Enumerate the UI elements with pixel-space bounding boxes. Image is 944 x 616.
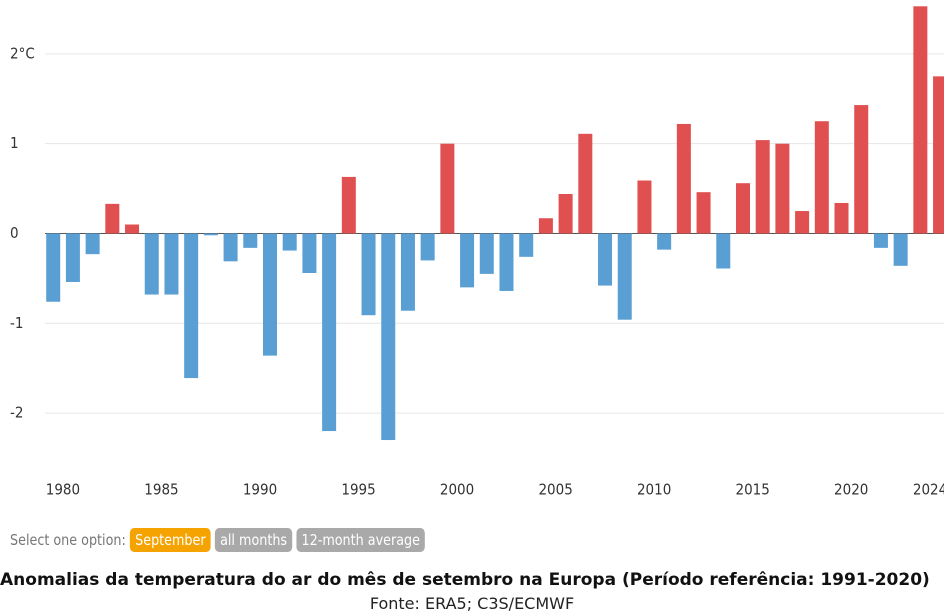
bar bbox=[223, 233, 238, 262]
bar bbox=[460, 233, 475, 288]
option-button[interactable]: September bbox=[130, 528, 211, 552]
bar bbox=[873, 233, 888, 248]
y-tick-label: 0 bbox=[10, 224, 19, 242]
bar bbox=[913, 6, 928, 234]
bar bbox=[696, 192, 711, 234]
bar bbox=[676, 123, 691, 234]
x-tick-label: 1980 bbox=[46, 481, 80, 499]
bar bbox=[302, 233, 317, 274]
bar bbox=[558, 193, 573, 234]
prompt: Select one option: bbox=[10, 531, 126, 549]
bar bbox=[637, 180, 652, 234]
bar bbox=[381, 233, 396, 441]
bar bbox=[716, 233, 731, 269]
bar bbox=[735, 183, 750, 234]
bar bbox=[184, 233, 199, 379]
bar bbox=[144, 233, 159, 295]
x-tick-label: 2020 bbox=[834, 481, 868, 499]
bar bbox=[164, 233, 179, 295]
bar bbox=[125, 224, 140, 234]
bar bbox=[243, 233, 258, 248]
bar bbox=[105, 203, 120, 234]
y-tick-label: 1 bbox=[10, 134, 19, 152]
bar bbox=[499, 233, 514, 291]
bar bbox=[262, 233, 277, 356]
y-tick-label: -2 bbox=[10, 404, 23, 422]
bar bbox=[617, 233, 632, 320]
chart-title: Anomalias da temperatura do ar do mês de… bbox=[0, 570, 930, 590]
x-tick-label: 1995 bbox=[341, 481, 375, 499]
bar bbox=[322, 233, 337, 432]
x-tick-label: 1985 bbox=[144, 481, 178, 499]
x-tick-label: 2005 bbox=[538, 481, 572, 499]
bar bbox=[420, 233, 435, 261]
bar bbox=[85, 233, 100, 255]
bar bbox=[538, 218, 553, 234]
bar bbox=[46, 233, 61, 302]
bar bbox=[578, 133, 593, 234]
bar bbox=[361, 233, 376, 316]
x-tick-label: 2000 bbox=[440, 481, 474, 499]
bar bbox=[203, 233, 218, 236]
bar bbox=[755, 140, 770, 234]
bar bbox=[657, 233, 672, 250]
option-button[interactable]: all months bbox=[214, 528, 293, 552]
bar bbox=[933, 76, 944, 234]
controls: Select one option: September all months 12… bbox=[10, 528, 426, 552]
bar bbox=[795, 211, 810, 234]
x-tick-label: 2010 bbox=[637, 481, 671, 499]
bar bbox=[814, 121, 829, 234]
option-button[interactable]: 12-month average bbox=[296, 528, 426, 552]
bar bbox=[834, 202, 849, 234]
bar bbox=[854, 105, 869, 234]
y-tick-label: 2°C bbox=[10, 44, 35, 62]
bar bbox=[519, 233, 534, 257]
bar bbox=[893, 233, 908, 266]
x-tick-label: 2015 bbox=[736, 481, 770, 499]
bar bbox=[282, 233, 297, 251]
x-tick-label: 1990 bbox=[243, 481, 277, 499]
bar bbox=[775, 143, 790, 234]
bar bbox=[341, 176, 356, 234]
y-tick-label: -1 bbox=[10, 314, 23, 332]
source: Fonte: ERA5; C3S/ECMWF bbox=[369, 594, 575, 613]
x-tick-label: 2024 bbox=[913, 481, 944, 499]
bar bbox=[479, 233, 494, 274]
bar bbox=[440, 143, 455, 234]
bar bbox=[598, 233, 613, 286]
chart: 2°C 1 0 -1 -2 1980 1985 1990 1995 2000 2005 2010 201… bbox=[10, 6, 944, 499]
bar bbox=[65, 233, 80, 282]
bar bbox=[400, 233, 415, 311]
